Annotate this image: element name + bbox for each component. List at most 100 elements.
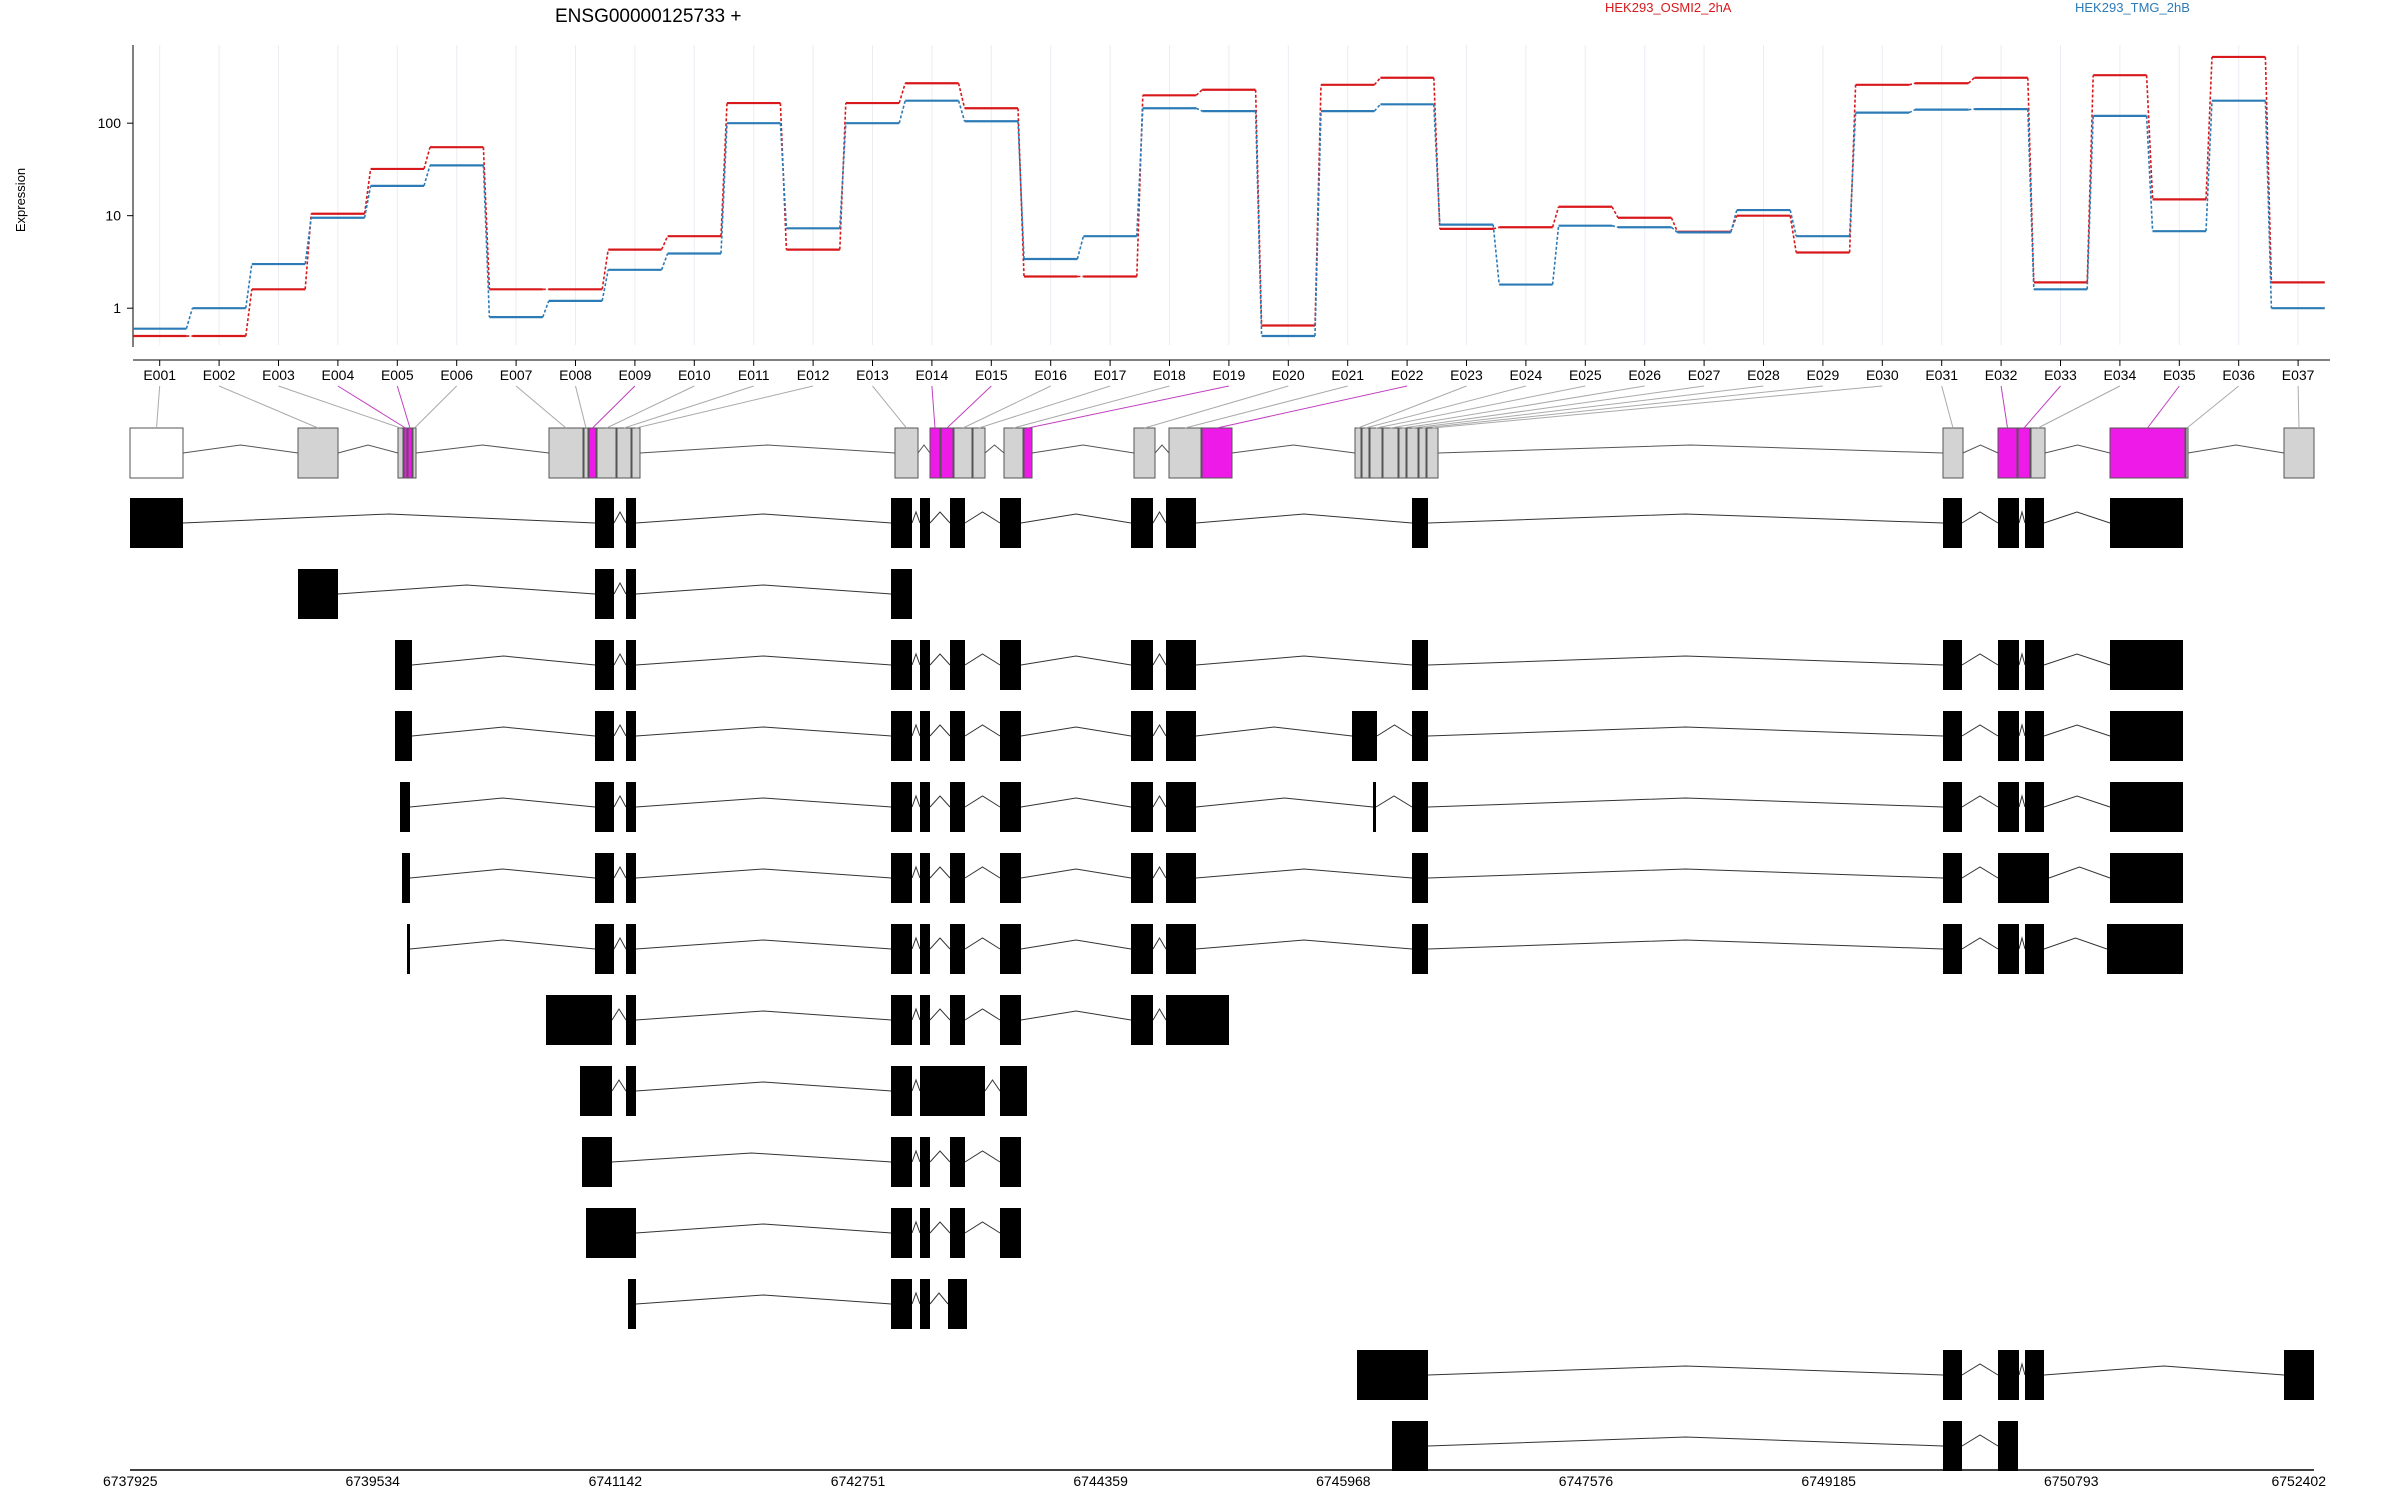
y-tick-label: 100: [98, 115, 122, 131]
exon-label: E035: [2163, 367, 2196, 383]
exon-label: E033: [2044, 367, 2077, 383]
transcript-exon: [1357, 1350, 1428, 1400]
exon-label: E008: [559, 367, 592, 383]
transcript-exon: [950, 640, 965, 690]
series-sample-a: [133, 55, 2325, 338]
series-connector: [1730, 215, 1738, 233]
transcript-intron: [2048, 866, 2111, 879]
exon-connector: [962, 385, 1051, 429]
series-connector: [1373, 77, 1382, 86]
transcript-intron: [1195, 939, 1413, 950]
transcript-intron: [2043, 511, 2111, 524]
transcript-intron: [635, 513, 892, 524]
series-connector: [423, 165, 431, 187]
transcript-intron: [1961, 795, 1999, 808]
series-connector: [363, 185, 372, 218]
series-connector: [601, 249, 609, 290]
genomic-tick-label: 6742751: [831, 1473, 886, 1489]
transcript-intron: [964, 511, 1001, 524]
series-connector: [1611, 206, 1619, 219]
series-connector: [2205, 56, 2213, 200]
transcript-intron: [984, 1079, 1001, 1092]
transcript-exon: [920, 1066, 985, 1116]
transcript-exon: [1998, 498, 2019, 548]
transcript-exon: [2110, 711, 2183, 761]
series-connector: [957, 83, 966, 109]
exon-connector: [1402, 385, 1705, 429]
transcript-exon: [1000, 853, 1021, 903]
exon-label: E027: [1688, 367, 1721, 383]
transcript-row: [628, 1279, 967, 1329]
transcript-intron: [1152, 724, 1167, 737]
genomic-tick-label: 6747576: [1559, 1473, 1614, 1489]
transcript-exon: [1412, 782, 1428, 832]
exon-block-e001: [129, 427, 184, 479]
transcript-exon: [595, 498, 614, 548]
exon-label: E019: [1213, 367, 1246, 383]
transcript-intron: [964, 653, 1001, 666]
exon-block-e006: [412, 427, 417, 479]
exon-label: E036: [2222, 367, 2255, 383]
series-connector: [1195, 107, 1203, 112]
transcript-exon: [1412, 498, 1428, 548]
transcript-exon: [595, 640, 614, 690]
exon-block-e010: [596, 427, 617, 479]
series-connector: [720, 123, 728, 254]
exon-connector: [978, 385, 1111, 429]
intron-line: [182, 444, 299, 454]
intron-line: [337, 444, 399, 454]
series-connector: [1789, 215, 1797, 253]
transcript-exon: [920, 498, 930, 548]
genomic-tick-label: 6737925: [103, 1473, 158, 1489]
exon-block-e015: [940, 427, 954, 479]
transcript-exon: [950, 782, 965, 832]
transcript-intron: [2043, 937, 2108, 950]
transcript-intron: [409, 868, 596, 879]
transcript-exon: [1131, 711, 1153, 761]
series-connector: [1076, 236, 1085, 260]
genomic-tick-label: 6749185: [1801, 1473, 1856, 1489]
exon-connector: [1390, 385, 1645, 429]
transcript-intron: [1195, 655, 1413, 666]
exon-block-e022: [1201, 427, 1233, 479]
transcript-intron: [1427, 655, 1944, 666]
transcript-intron: [1961, 1434, 1999, 1447]
transcript-models: [130, 498, 2314, 1471]
transcript-exon: [1943, 711, 1962, 761]
exon-label: E013: [856, 367, 889, 383]
exon-label: E025: [1569, 367, 1602, 383]
series-connector: [304, 213, 312, 290]
exon-label: E032: [1985, 367, 2018, 383]
exon-connector: [414, 385, 458, 429]
transcript-exon: [1943, 924, 1962, 974]
transcript-intron: [635, 1081, 892, 1092]
transcript-exon: [2025, 1350, 2044, 1400]
exon-connector: [931, 385, 936, 429]
transcript-exon: [1131, 640, 1153, 690]
exon-label: E010: [678, 367, 711, 383]
transcript-exon: [2025, 924, 2044, 974]
exon-block-e007: [548, 427, 584, 479]
transcript-exon: [2025, 498, 2044, 548]
exon-label: E004: [322, 367, 355, 383]
series-connector: [839, 123, 847, 229]
transcript-exon: [595, 924, 614, 974]
transcript-exon: [950, 1137, 965, 1187]
transcript-exon: [891, 1137, 912, 1187]
exon-block-e037: [2283, 427, 2315, 479]
series-connector: [1314, 111, 1322, 337]
exon-block-e003: [397, 427, 404, 479]
transcript-exon: [950, 924, 965, 974]
transcript-intron: [1961, 937, 1999, 950]
exon-block-e004: [403, 427, 408, 479]
transcript-intron: [1961, 511, 1999, 524]
transcript-exon: [1943, 782, 1962, 832]
transcript-exon: [1392, 1421, 1428, 1471]
transcript-exon: [1166, 995, 1229, 1045]
transcript-row: [1357, 1350, 2314, 1400]
transcript-intron: [1020, 726, 1132, 737]
transcript-intron: [911, 652, 921, 666]
transcript-row: [582, 1137, 1021, 1187]
transcript-exon: [920, 711, 930, 761]
transcript-intron: [611, 1008, 627, 1021]
